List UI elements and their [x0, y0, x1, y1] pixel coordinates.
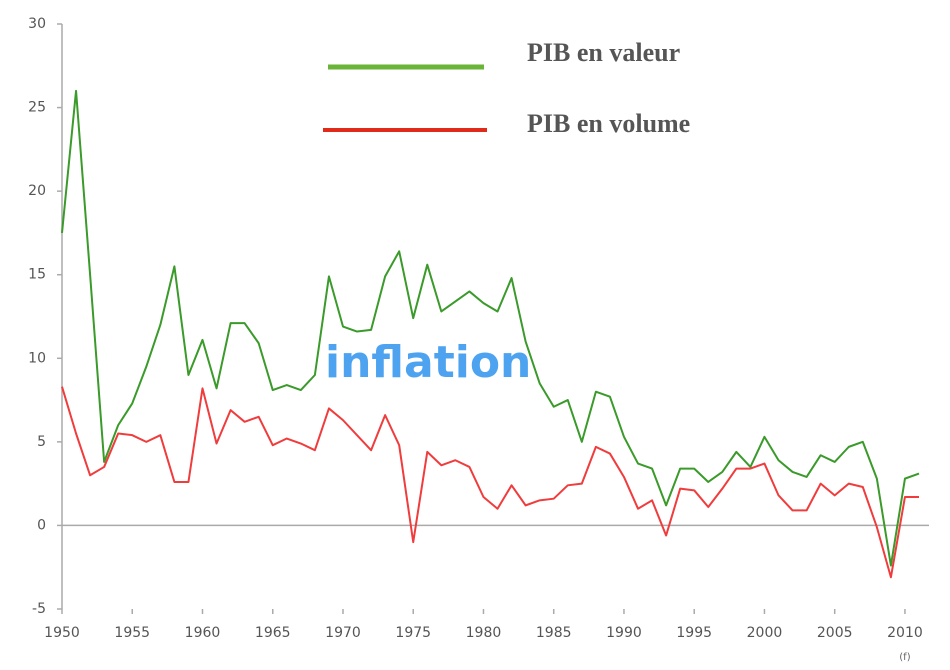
x-tick-label: 2005 — [817, 625, 853, 641]
x-tick-label: 1950 — [44, 625, 80, 641]
y-tick-label: 20 — [28, 183, 46, 199]
x-tick-label: 1960 — [185, 625, 221, 641]
x-tick-label: 1995 — [676, 625, 712, 641]
x-tick-label: 1975 — [395, 625, 431, 641]
x-tick-label: 2010 — [887, 625, 923, 641]
y-tick-label: 0 — [37, 517, 46, 533]
x-tick-label: 1980 — [466, 625, 502, 641]
x-tick-label: 2000 — [747, 625, 783, 641]
y-tick-label: 5 — [37, 434, 46, 450]
x-tick-label: 1965 — [255, 625, 291, 641]
y-tick-label: -5 — [32, 601, 46, 617]
annotation: inflation — [325, 337, 531, 388]
annotation: (f) — [899, 652, 910, 663]
y-tick-label: 25 — [28, 100, 46, 116]
y-tick-label: 10 — [28, 350, 46, 366]
legend-label: PIB en valeur — [527, 38, 680, 67]
series-line — [61, 386, 919, 579]
x-tick-label: 1955 — [114, 625, 150, 641]
y-tick-label: 30 — [28, 16, 46, 32]
x-tick-label: 1970 — [325, 625, 361, 641]
x-tick-label: 1990 — [606, 625, 642, 641]
series-line — [61, 89, 920, 567]
x-tick-label: 1985 — [536, 625, 572, 641]
y-tick-label: 15 — [28, 267, 46, 283]
legend-label: PIB en volume — [527, 109, 690, 138]
